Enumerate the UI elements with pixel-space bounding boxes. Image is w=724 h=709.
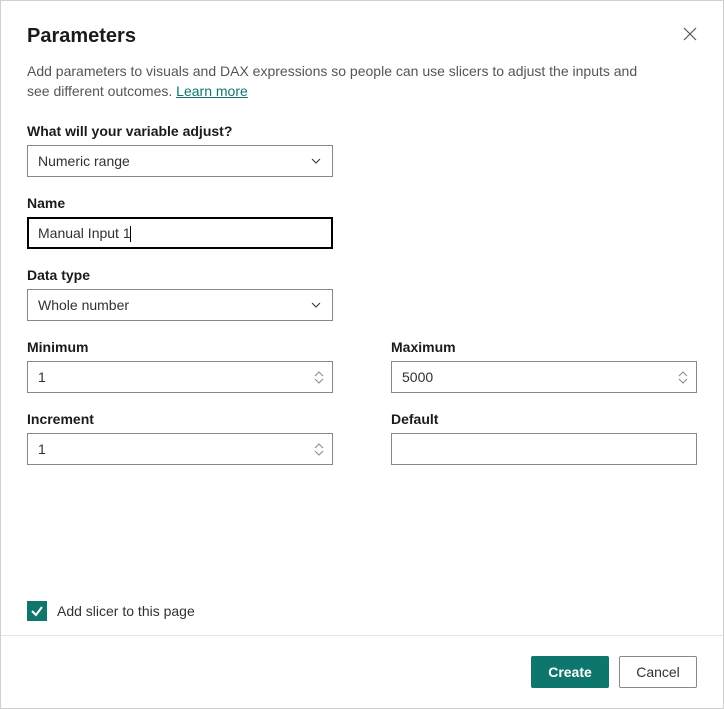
spinner-icon[interactable] (314, 371, 328, 384)
parameters-dialog: Parameters Add parameters to visuals and… (0, 0, 724, 709)
add-slicer-label: Add slicer to this page (57, 603, 195, 619)
data-type-label: Data type (27, 267, 697, 283)
default-input[interactable] (391, 433, 697, 465)
increment-default-row: Increment 1 Default (27, 411, 697, 465)
field-default: Default (391, 411, 697, 465)
create-button[interactable]: Create (531, 656, 609, 688)
field-increment: Increment 1 (27, 411, 333, 465)
maximum-value: 5000 (402, 369, 433, 385)
variable-adjust-select[interactable]: Numeric range (27, 145, 333, 177)
dialog-footer: Create Cancel (1, 635, 723, 688)
minimum-value: 1 (38, 369, 46, 385)
chevron-down-icon (310, 299, 322, 311)
field-maximum: Maximum 5000 (391, 339, 697, 393)
default-label: Default (391, 411, 697, 427)
increment-label: Increment (27, 411, 333, 427)
minimum-input[interactable]: 1 (27, 361, 333, 393)
field-minimum: Minimum 1 (27, 339, 333, 393)
add-slicer-row: Add slicer to this page (27, 601, 697, 621)
name-label: Name (27, 195, 697, 211)
minimum-label: Minimum (27, 339, 333, 355)
spacer (27, 393, 697, 411)
field-name: Name Manual Input 1 (27, 195, 697, 249)
field-variable-adjust: What will your variable adjust? Numeric … (27, 123, 697, 177)
name-value: Manual Input 1 (38, 225, 131, 241)
data-type-select[interactable]: Whole number (27, 289, 333, 321)
add-slicer-checkbox[interactable] (27, 601, 47, 621)
learn-more-link[interactable]: Learn more (176, 83, 248, 99)
increment-value: 1 (38, 441, 46, 457)
variable-adjust-value: Numeric range (38, 153, 130, 169)
min-max-row: Minimum 1 Maximum 5000 (27, 339, 697, 393)
increment-input[interactable]: 1 (27, 433, 333, 465)
dialog-header: Parameters (27, 21, 697, 62)
spinner-icon[interactable] (314, 443, 328, 456)
cancel-button[interactable]: Cancel (619, 656, 697, 688)
close-icon[interactable] (683, 21, 697, 41)
field-data-type: Data type Whole number (27, 267, 697, 321)
maximum-input[interactable]: 5000 (391, 361, 697, 393)
data-type-value: Whole number (38, 297, 129, 313)
spinner-icon[interactable] (678, 371, 692, 384)
name-input[interactable]: Manual Input 1 (27, 217, 333, 249)
maximum-label: Maximum (391, 339, 697, 355)
dialog-description: Add parameters to visuals and DAX expres… (27, 62, 647, 101)
description-text: Add parameters to visuals and DAX expres… (27, 63, 637, 99)
variable-adjust-label: What will your variable adjust? (27, 123, 697, 139)
chevron-down-icon (310, 155, 322, 167)
text-caret (130, 226, 131, 242)
spacer (27, 465, 697, 601)
dialog-title: Parameters (27, 25, 136, 48)
